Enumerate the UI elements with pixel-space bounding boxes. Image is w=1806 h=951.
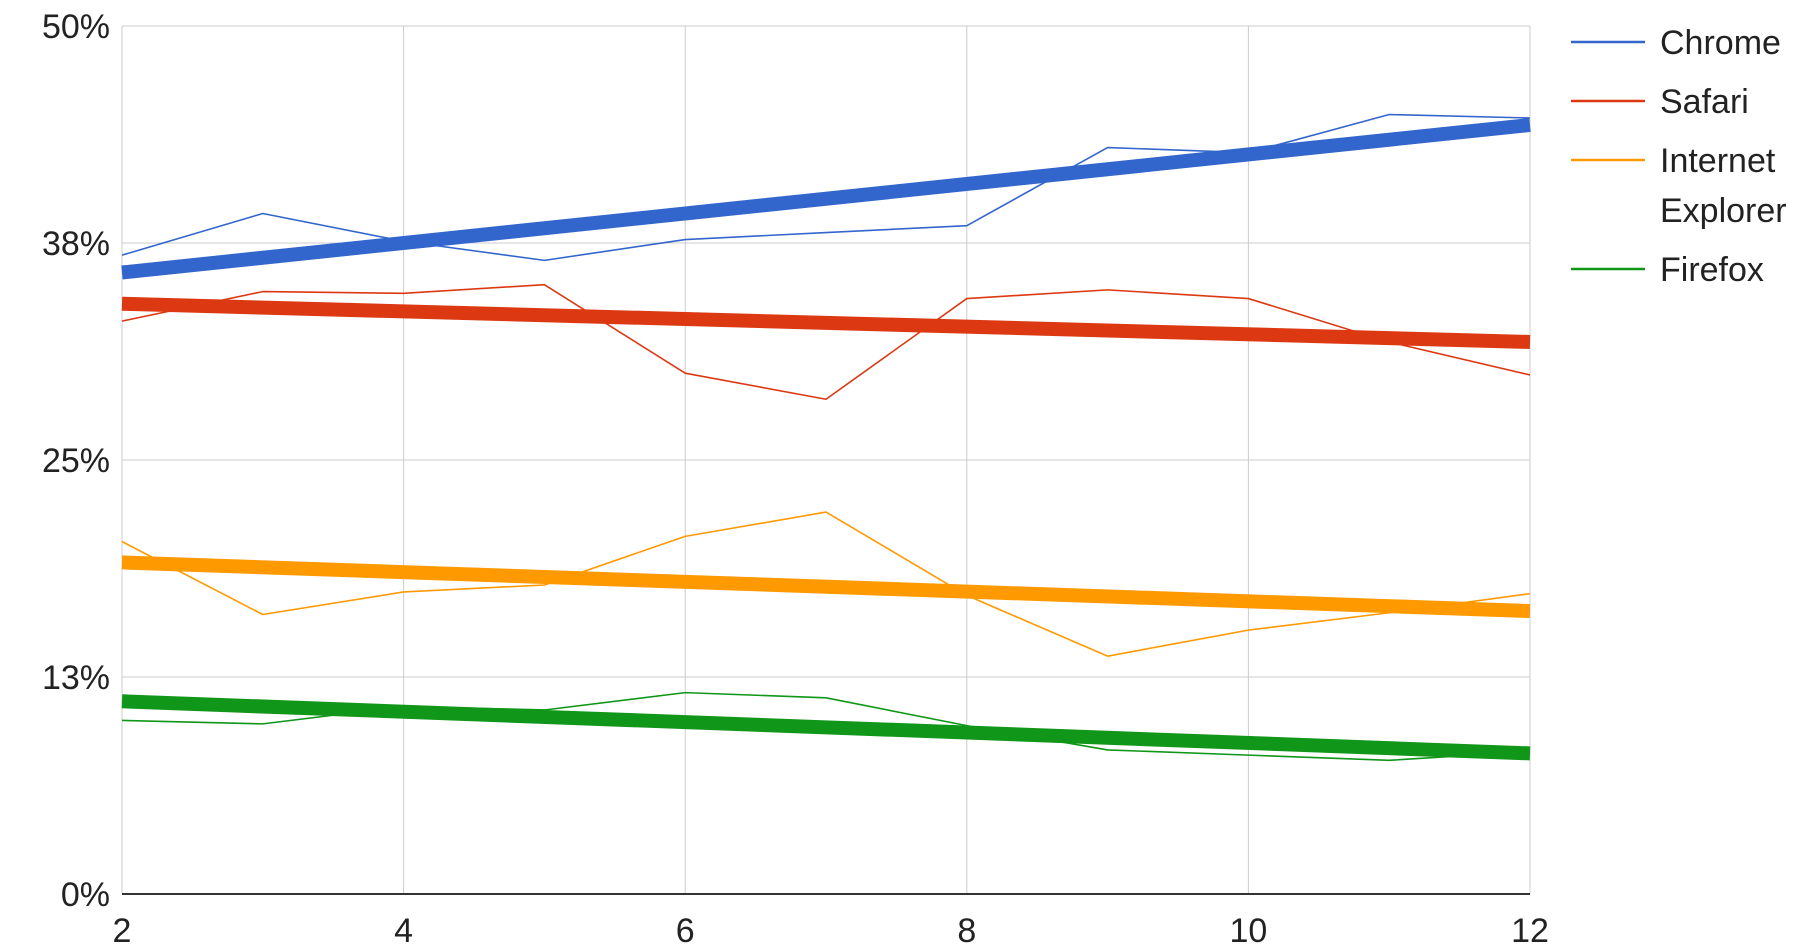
legend-label: Firefox — [1660, 251, 1764, 289]
trendline-chrome — [121, 117, 1531, 280]
legend-label: Safari — [1660, 83, 1749, 121]
x-tick-label: 4 — [394, 912, 413, 950]
series-line-safari — [121, 283, 1531, 401]
y-tick-label: 13% — [42, 659, 110, 697]
x-tick-label: 2 — [113, 912, 132, 950]
legend-item-internet-explorer: Internet Explorer — [1571, 142, 1787, 230]
legend-label: Internet Explorer — [1660, 142, 1787, 230]
y-tick-label: 25% — [42, 442, 110, 480]
legend-item-safari: Safari — [1571, 83, 1749, 121]
y-tick-label: 38% — [42, 225, 110, 263]
legend-item-firefox: Firefox — [1571, 251, 1764, 289]
gridlines — [121, 25, 1531, 894]
x-tick-label: 6 — [676, 912, 695, 950]
legend-label: Chrome — [1660, 24, 1781, 62]
series-line-internet-explorer — [121, 511, 1531, 657]
legend-item-chrome: Chrome — [1571, 24, 1781, 62]
y-tick-label: 50% — [42, 8, 110, 46]
x-tick-label: 10 — [1229, 912, 1267, 950]
trendline-safari — [121, 296, 1531, 349]
x-tick-label: 12 — [1511, 912, 1549, 950]
trendline-firefox — [121, 694, 1531, 761]
legend: Chrome Safari Internet Explorer Firefox — [1571, 24, 1787, 289]
axes: 0% 13% 25% 38% 50% 2 4 6 8 10 12 — [42, 8, 1549, 950]
series-line-chrome — [121, 113, 1531, 262]
x-tick-label: 8 — [957, 912, 976, 950]
y-tick-label: 0% — [61, 876, 110, 914]
series-lines — [121, 113, 1531, 762]
trendline-internet-explorer — [121, 555, 1531, 619]
